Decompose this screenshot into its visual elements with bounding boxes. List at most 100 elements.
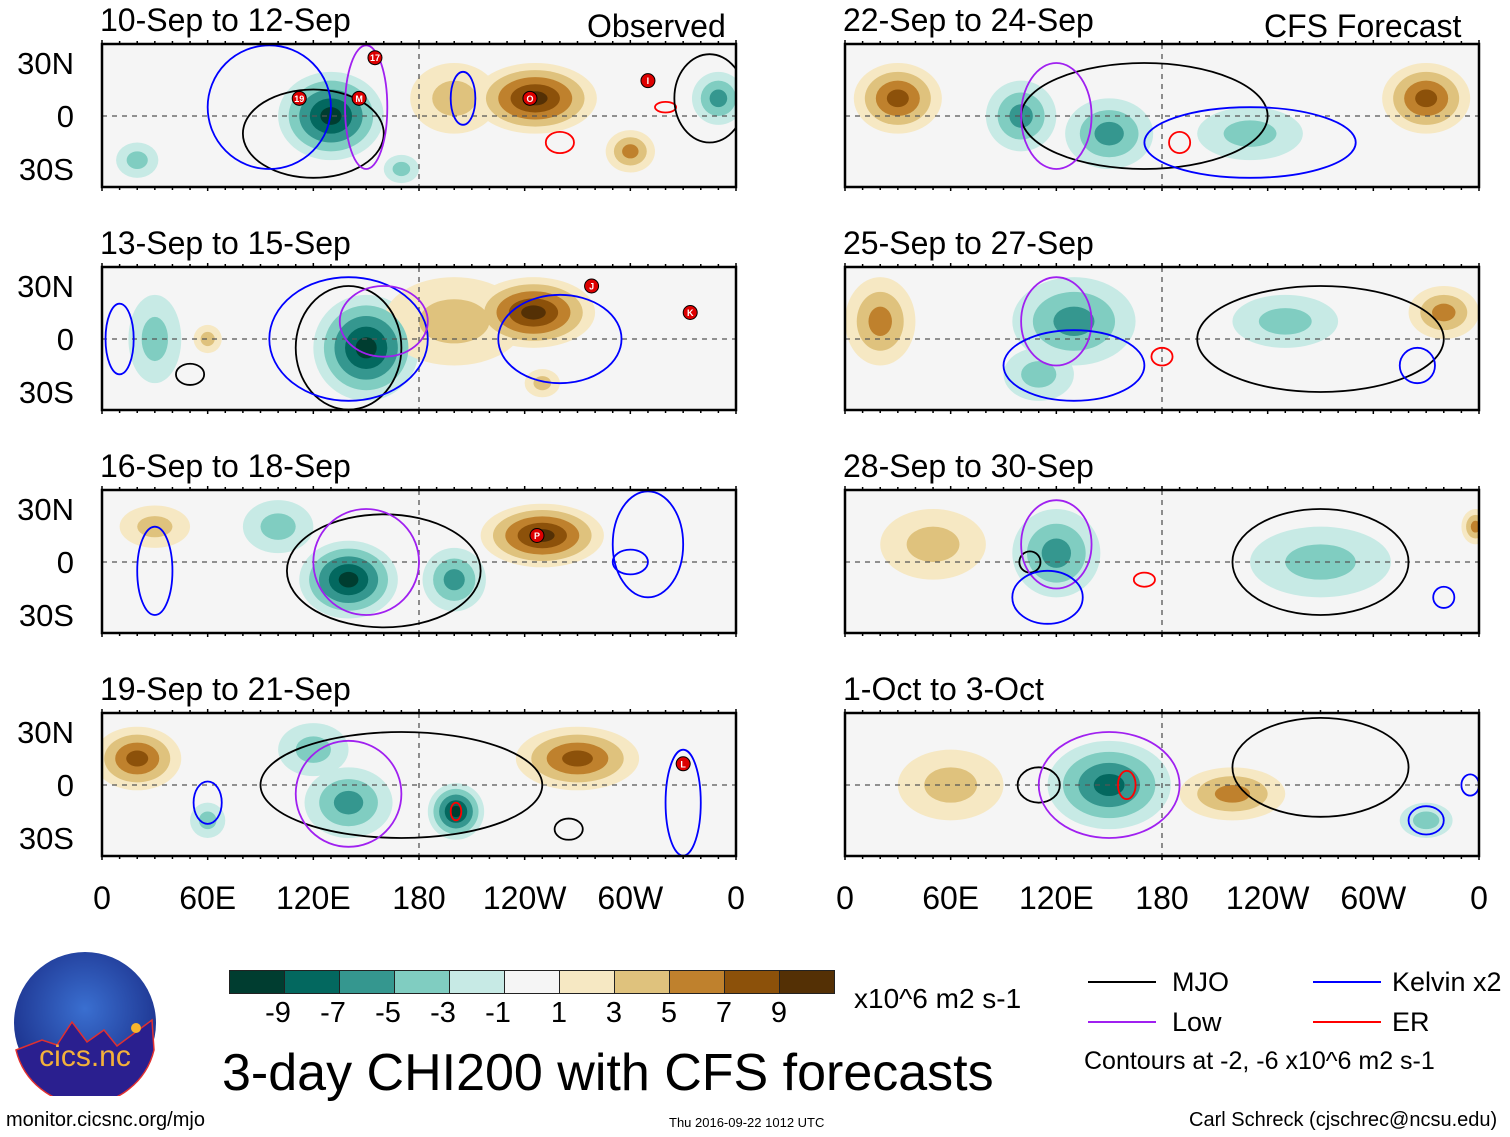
storm-label: I — [647, 76, 650, 86]
anomaly-contour-fill — [1214, 785, 1251, 803]
colorbar-tick-label: -9 — [265, 997, 291, 1029]
storm-marker: 19 — [291, 90, 307, 106]
lon-label: 120W — [482, 880, 567, 916]
legend-low-line — [1088, 1021, 1156, 1023]
map-panel — [843, 486, 1481, 637]
er-contour — [654, 100, 678, 114]
lat-label: 30S — [18, 821, 74, 856]
anomaly-contour-fill — [1223, 120, 1277, 147]
legend-mjo-label: MJO — [1172, 967, 1229, 997]
map-panel: JK — [100, 263, 738, 414]
colorbar-swatch — [505, 971, 560, 993]
mjo-contour — [1196, 285, 1445, 393]
low-contour — [1020, 499, 1093, 590]
er-contour — [544, 131, 575, 155]
kelvin-contour — [1460, 773, 1479, 797]
legend-mjo-line — [1088, 981, 1156, 983]
footer-credit: Carl Schreck (cjschrec@ncsu.edu) — [1189, 1109, 1498, 1131]
colorbar-tick-label: 7 — [715, 997, 733, 1029]
colorbar-tick-label: 1 — [550, 997, 568, 1029]
low-contour — [344, 44, 389, 170]
storm-marker: J — [584, 278, 600, 294]
anomaly-contour-fill — [886, 89, 909, 108]
anomaly-contour-fill — [709, 89, 728, 108]
lon-label: 120E — [275, 880, 351, 916]
lon-label: 120W — [1225, 880, 1310, 916]
panel-title: 22-Sep to 24-Sep — [843, 2, 1094, 38]
storm-label: 19 — [294, 94, 304, 104]
map-panel: L — [100, 709, 738, 860]
anomaly-contour-fill — [1053, 306, 1095, 337]
colorbar-tick-label: 9 — [770, 997, 788, 1029]
lat-label: 30S — [18, 375, 74, 410]
forecast-label: CFS Forecast — [1264, 8, 1462, 44]
map-panel: P — [100, 486, 738, 637]
anomaly-contour-fill — [198, 811, 217, 830]
anomaly-contour-fill — [1041, 538, 1072, 568]
figure-title: 3-day CHI200 with CFS forecasts — [222, 1044, 994, 1102]
footer-timestamp: Thu 2016-09-22 1012 UTC — [669, 1115, 825, 1130]
anomaly-contour-fill — [443, 569, 465, 591]
anomaly-contour-fill — [1432, 303, 1456, 322]
panel-title: 10-Sep to 12-Sep — [100, 2, 351, 38]
anomaly-contour-fill — [392, 161, 411, 177]
anomaly-contour-fill — [333, 790, 364, 815]
storm-label: P — [534, 531, 540, 541]
storm-marker: P — [529, 528, 545, 543]
anomaly-contour-fill — [419, 299, 490, 344]
footer-url[interactable]: monitor.cicsnc.org/mjo — [6, 1109, 205, 1131]
lat-label: 30N — [17, 269, 74, 304]
anomaly-contour-fill — [562, 750, 593, 767]
lat-label: 30N — [17, 715, 74, 750]
panel-title: 16-Sep to 18-Sep — [100, 448, 351, 484]
anomaly-contour-fill — [924, 767, 978, 803]
anomaly-contour-fill — [126, 151, 148, 169]
lon-label: 120E — [1018, 880, 1094, 916]
storm-label: M — [355, 94, 363, 104]
storm-label: 17 — [370, 53, 380, 63]
panel-title: 13-Sep to 15-Sep — [100, 225, 351, 261]
logo-text: cics.nc — [39, 1040, 131, 1073]
panel-title: 25-Sep to 27-Sep — [843, 225, 1094, 261]
anomaly-contour-fill — [622, 144, 639, 159]
colorbar-swatch — [725, 971, 780, 993]
kelvin-contour — [1398, 346, 1436, 385]
anomaly-contour-fill — [868, 306, 892, 337]
lat-label: 0 — [56, 545, 74, 580]
colorbar-swatch — [395, 971, 450, 993]
kelvin-contour — [1011, 569, 1084, 625]
anomaly-contour-fill — [432, 80, 477, 116]
legend-er-label: ER — [1392, 1007, 1430, 1037]
colorbar-tick-label: -3 — [430, 997, 456, 1029]
low-contour — [338, 285, 429, 358]
colorbar-tick-label: 5 — [660, 997, 678, 1029]
mjo-contour — [1231, 716, 1410, 818]
kelvin-contour — [268, 276, 429, 402]
mjo-contour — [1231, 508, 1410, 616]
panel-title: 19-Sep to 21-Sep — [100, 671, 351, 707]
panel-title: 28-Sep to 30-Sep — [843, 448, 1094, 484]
kelvin-contour — [497, 293, 623, 385]
panel-title: 1-Oct to 3-Oct — [843, 671, 1044, 707]
low-contour — [1020, 62, 1093, 170]
storm-label: O — [526, 94, 533, 104]
anomaly-contour-fill — [1412, 811, 1440, 830]
lon-label: 0 — [93, 880, 111, 916]
legend-kelvin-line — [1313, 981, 1381, 983]
kelvin-contour — [1002, 329, 1146, 402]
legend-kelvin-label: Kelvin x2 — [1392, 967, 1502, 997]
lon-label: 180 — [392, 880, 446, 916]
storm-label: K — [687, 308, 694, 318]
anomaly-contour-fill — [906, 526, 960, 562]
map-panel — [843, 263, 1481, 414]
map-panel — [843, 709, 1481, 860]
mjo-contour — [241, 88, 385, 179]
lat-label: 0 — [56, 99, 74, 134]
storm-marker: M — [351, 90, 367, 106]
lon-label: 60W — [597, 880, 664, 916]
storm-marker: L — [675, 756, 691, 772]
kelvin-contour — [192, 780, 223, 825]
kelvin-contour — [611, 548, 649, 576]
anomaly-contour-fill — [1021, 361, 1057, 388]
